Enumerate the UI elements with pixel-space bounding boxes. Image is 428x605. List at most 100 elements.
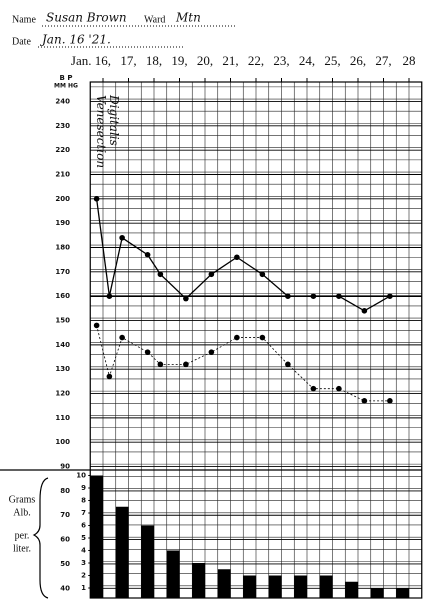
y-tick-label: 190 [55, 219, 70, 227]
y2-label: liter. [13, 543, 31, 554]
point [310, 293, 317, 299]
y2-tick-label: 5 [81, 534, 86, 542]
x-tick-label: 21, [222, 53, 238, 68]
bar [141, 525, 155, 598]
y-tick-label: 220 [55, 146, 70, 154]
x-tick-label: 23, [273, 53, 289, 68]
y-tick-label: 70 [60, 511, 70, 519]
point [285, 293, 291, 299]
point [234, 254, 240, 261]
y-unit: MM HG [54, 83, 78, 90]
point [361, 398, 368, 404]
bar [345, 581, 359, 598]
y-tick-label: 40 [60, 584, 70, 592]
y-tick-label: 210 [55, 170, 70, 178]
point [208, 271, 215, 278]
y-tick-label: 170 [55, 268, 70, 276]
y2-tick-label: 9 [81, 484, 86, 492]
point [208, 349, 215, 355]
y-tick-label: 150 [55, 317, 70, 325]
x-tick-label: 28 [403, 53, 416, 68]
bar [370, 588, 384, 598]
x-tick-label: Jan. 16, [71, 53, 111, 68]
y-tick-label: 120 [55, 390, 70, 398]
point [106, 293, 113, 299]
point [259, 271, 266, 278]
bar [294, 575, 308, 598]
y2-tick-label: 1 [81, 584, 86, 592]
y-tick-label: 110 [55, 414, 70, 422]
y2-tick-label: 6 [81, 522, 86, 530]
bar [396, 588, 410, 598]
y-tick-label: 160 [55, 292, 70, 300]
bar [243, 575, 257, 598]
y2-tick-label: 10 [76, 472, 86, 480]
x-tick-label: 22, [248, 53, 264, 68]
y-tick-label: 180 [55, 244, 70, 252]
point [336, 293, 342, 299]
bar [166, 550, 180, 598]
bar [268, 575, 282, 598]
point [387, 398, 393, 404]
y-tick-label: 240 [55, 97, 70, 105]
bar [192, 563, 206, 598]
point [234, 334, 240, 341]
point [106, 373, 113, 380]
point [387, 293, 393, 299]
x-tick-label: 20, [197, 53, 213, 68]
point [144, 252, 151, 258]
point [144, 349, 151, 355]
x-tick-label: 27, [375, 53, 391, 68]
series-line [95, 198, 391, 312]
annotation: Venesection [94, 95, 108, 168]
y2-tick-label: 2 [81, 572, 86, 580]
point [157, 271, 164, 278]
point [93, 196, 100, 202]
ward: Mtn [175, 11, 201, 25]
point [336, 385, 342, 392]
point [157, 361, 164, 368]
series-line [96, 325, 390, 402]
x-tick-label: 18, [146, 53, 162, 68]
x-tick-label: 17, [120, 53, 136, 68]
point [183, 361, 189, 368]
y-tick-label: 130 [55, 365, 70, 373]
y-tick-label: 80 [60, 487, 70, 495]
point [361, 307, 368, 314]
y2-label: per. [15, 530, 30, 541]
bar [217, 569, 231, 598]
bar [115, 506, 129, 598]
y-tick-label: 50 [60, 560, 70, 568]
date: Jan. 16 '21. [39, 33, 111, 47]
point [93, 322, 100, 329]
date-label: Date [12, 36, 31, 47]
bar [319, 575, 333, 598]
x-tick-label: 19, [171, 53, 187, 68]
y-tick-label: 100 [55, 438, 70, 446]
y2-tick-label: 8 [81, 497, 86, 505]
point [119, 234, 125, 241]
y2-tick-label: 3 [81, 559, 86, 567]
y-tick-label: 200 [55, 195, 70, 203]
point [119, 334, 125, 341]
y-label: B P [60, 74, 73, 82]
x-tick-label: 26, [350, 53, 366, 68]
name-label: Name [12, 14, 36, 25]
point [285, 361, 291, 368]
brace [32, 477, 49, 599]
y2-label: Grams [9, 494, 36, 505]
point [310, 385, 317, 392]
y-tick-label: 230 [55, 122, 70, 130]
y2-tick-label: 7 [81, 509, 86, 517]
point [183, 295, 189, 302]
y-tick-label: 140 [55, 341, 70, 349]
bar [90, 475, 104, 598]
x-tick-label: 24, [299, 53, 315, 68]
y-tick-label: 90 [60, 463, 70, 471]
ward-label: Ward [144, 14, 165, 25]
point [259, 334, 266, 341]
y2-label: Alb. [13, 507, 31, 518]
patient-name: Susan Brown [46, 11, 127, 25]
